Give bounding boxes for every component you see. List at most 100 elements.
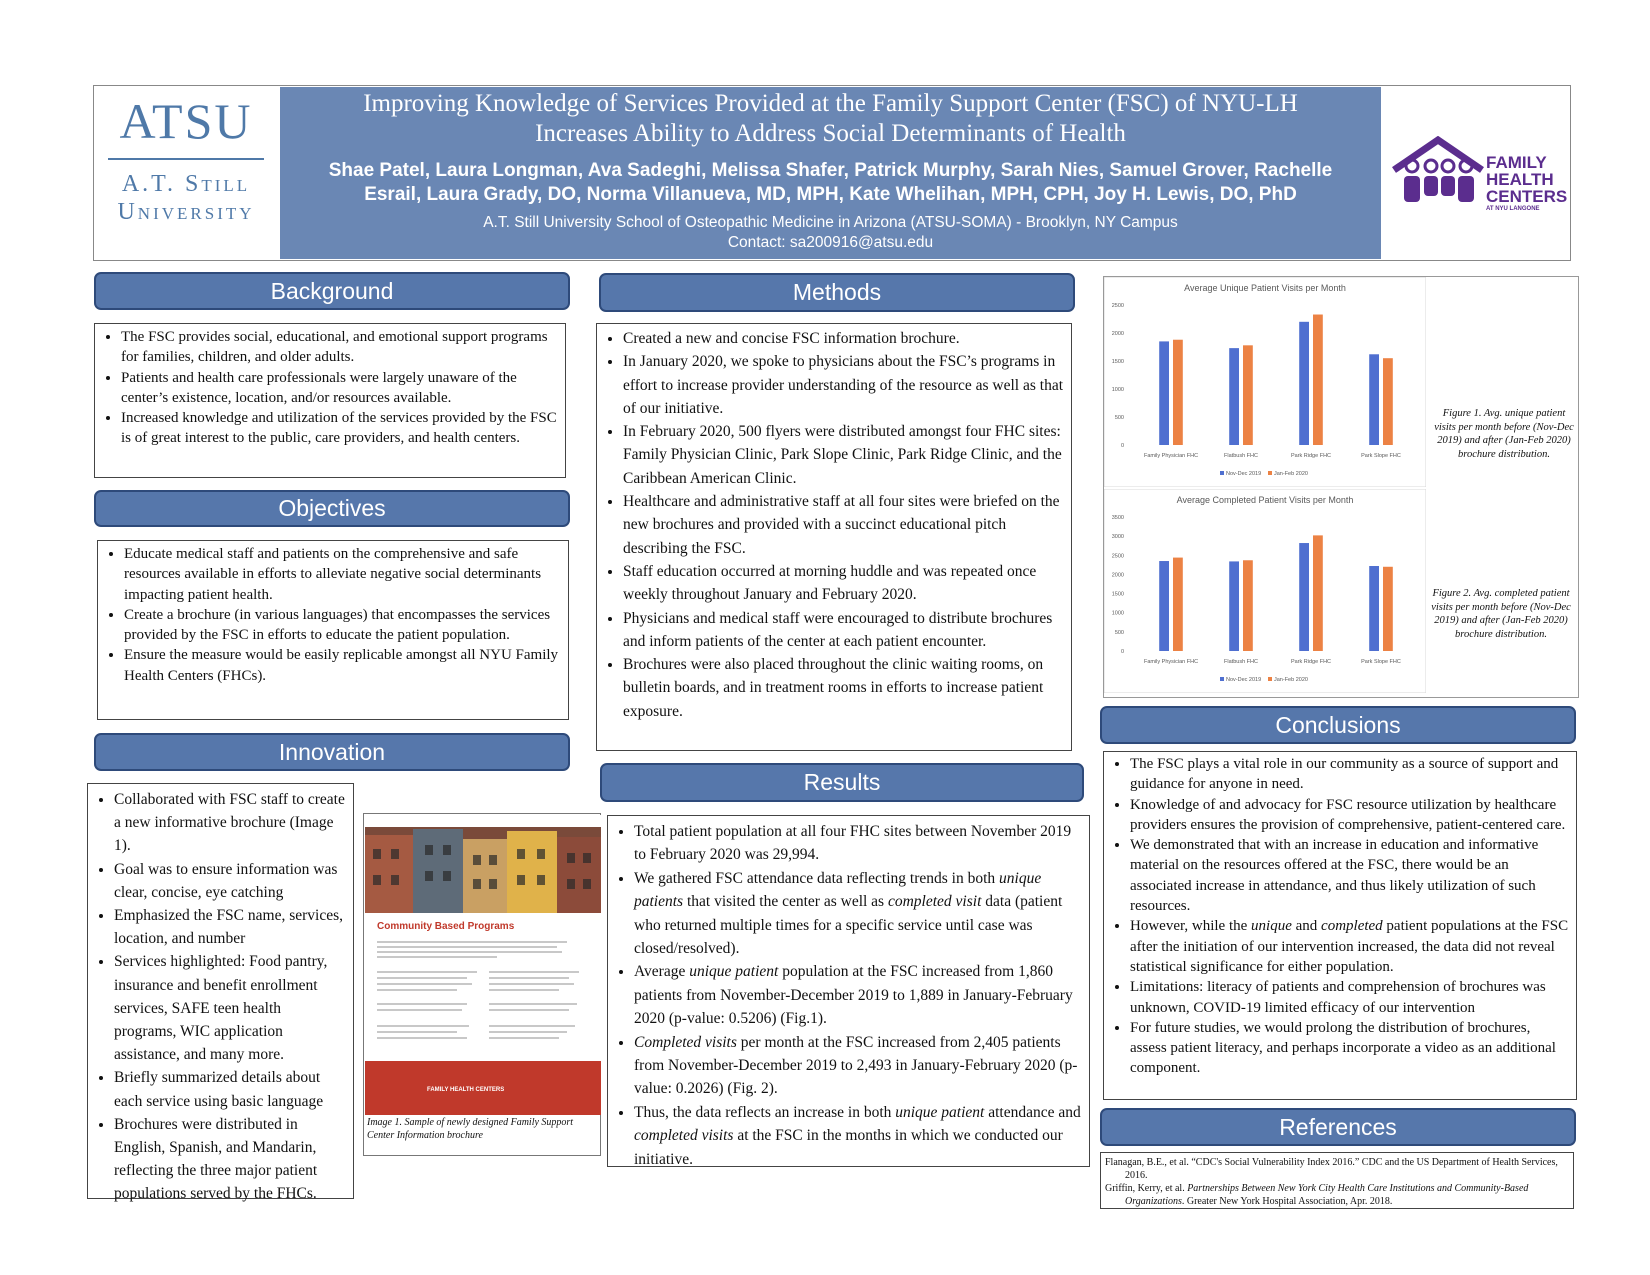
list-item: Healthcare and administrative staff at a… — [623, 490, 1065, 560]
text-run: Patients and health care professionals w… — [121, 369, 517, 406]
text-run: In February 2020, 500 flyers were distri… — [623, 423, 1062, 487]
affiliation: A.T. Still University School of Osteopat… — [483, 214, 1178, 231]
text-run: We demonstrated that with an increase in… — [1130, 837, 1539, 915]
figure-caption: Figure 1. Avg. unique patient visits per… — [1434, 408, 1574, 460]
legend-label: Jan-Feb 2020 — [1274, 677, 1308, 683]
bar — [1173, 339, 1183, 445]
list: The FSC plays a vital role in our commun… — [1104, 754, 1576, 1079]
legend-label: Nov-Dec 2019 — [1226, 471, 1261, 477]
bar — [1369, 354, 1379, 445]
y-tick-label: 2500 — [1112, 553, 1124, 559]
text-run: population at the FSC increased from 1,8… — [634, 963, 1073, 1028]
emphasis: completed visits — [634, 1127, 734, 1145]
list: Total patient population at all four FHC… — [608, 820, 1089, 1171]
atsu-logo: ATSU A.T. Still University — [96, 92, 276, 252]
x-tick-label: Flatbush FHC — [1224, 659, 1258, 665]
text-run: attendance and — [984, 1103, 1081, 1121]
bar — [1383, 566, 1393, 651]
list-item: In February 2020, 500 flyers were distri… — [623, 420, 1065, 490]
atsu-name: A.T. Still — [121, 171, 251, 197]
authors: Shae Patel, Laura Longman, Ava Sadeghi, … — [328, 160, 1333, 181]
list-item: Ensure the measure would be easily repli… — [124, 645, 562, 686]
emphasis: unique — [1251, 918, 1292, 935]
chart-title: Average Completed Patient Visits per Mon… — [1177, 495, 1354, 505]
text-run: For future studies, we would prolong the… — [1130, 1019, 1556, 1077]
list-item: In January 2020, we spoke to physicians … — [623, 350, 1065, 420]
list-item: Collaborated with FSC staff to create a … — [114, 788, 347, 858]
list-item: Completed visits per month at the FSC in… — [634, 1031, 1083, 1101]
buildings — [365, 827, 601, 913]
text-run: at the FSC in the months in which we con… — [634, 1127, 1063, 1168]
list-item: Created a new and concise FSC informatio… — [623, 327, 1065, 350]
list-item: Educate medical staff and patients on th… — [124, 544, 562, 605]
text-run: Educate medical staff and patients on th… — [124, 546, 542, 603]
brochure-footer — [365, 1061, 601, 1115]
text-run: The FSC plays a vital role in our commun… — [1130, 756, 1559, 793]
logo-rule — [108, 158, 264, 160]
x-tick-label: Flatbush FHC — [1224, 453, 1258, 459]
figure-caption: Figure 2. Avg. completed patient visits … — [1431, 588, 1571, 640]
bar — [1313, 314, 1323, 445]
fhc-icon — [1392, 136, 1484, 202]
title-band: Improving Knowledge of Services Provided… — [280, 87, 1381, 259]
legend-label: Jan-Feb 2020 — [1274, 471, 1308, 477]
list-item: We demonstrated that with an increase in… — [1130, 835, 1570, 916]
list-item: Services highlighted: Food pantry, insur… — [114, 950, 347, 1066]
list-item: However, while the unique and completed … — [1130, 916, 1570, 977]
title: Increases Ability to Address Social Dete… — [535, 120, 1126, 147]
text-run: Briefly summarized details about each se… — [114, 1069, 324, 1110]
list-item: The FSC provides social, educational, an… — [121, 327, 559, 368]
bar — [1369, 566, 1379, 651]
text-run: In January 2020, we spoke to physicians … — [623, 353, 1064, 417]
text-run: Thus, the data reflects an increase in b… — [634, 1103, 896, 1121]
y-tick-label: 3500 — [1112, 515, 1124, 521]
legend-swatch — [1268, 471, 1272, 475]
list-item: Griffin, Kerry, et al. Partnerships Betw… — [1105, 1182, 1569, 1208]
atsu-name: University — [117, 199, 255, 225]
text-run: Ensure the measure would be easily repli… — [124, 647, 559, 684]
text-run: However, while the — [1130, 918, 1252, 935]
text-run: Emphasized the FSC name, services, locat… — [114, 907, 344, 948]
x-tick-label: Park Slope FHC — [1361, 453, 1401, 459]
fhc-logo: FAMILY HEALTH CENTERS AT NYU LANGONE — [1388, 136, 1568, 216]
results-box: Total patient population at all four FHC… — [607, 815, 1090, 1168]
bar — [1313, 535, 1323, 651]
image-frame: Community Based Programs FAMILY HEALTH C… — [363, 813, 601, 1156]
text-run: Average — [634, 963, 690, 981]
brochure-logo: FAMILY HEALTH CENTERS — [427, 1087, 504, 1093]
bar — [1243, 345, 1253, 445]
list-item: Brochures were distributed in English, S… — [114, 1113, 347, 1206]
emphasis: completed visit — [887, 893, 982, 911]
list-item: Flanagan, B.E., et al. “CDC's Social Vul… — [1105, 1156, 1569, 1182]
figures — [1404, 158, 1474, 202]
text-run: Staff education occurred at morning hudd… — [623, 562, 1037, 604]
y-tick-label: 1500 — [1112, 359, 1124, 365]
text-run: patient populations at the FSC after the… — [1130, 918, 1569, 975]
fhc-word: HEALTH — [1486, 170, 1554, 189]
emphasis: unique patients — [634, 869, 1042, 911]
brochure-title: Community Based Programs — [377, 921, 515, 932]
y-tick-label: 2000 — [1112, 572, 1124, 578]
section-heading: Methods — [599, 273, 1075, 312]
list: Collaborated with FSC staff to create a … — [88, 788, 353, 1206]
methods-box: Created a new and concise FSC informatio… — [596, 323, 1072, 751]
text-run: that visited the center as well as — [683, 893, 888, 911]
list-item: Patients and health care professionals w… — [121, 368, 559, 409]
list-item: Knowledge of and advocacy for FSC resour… — [1130, 795, 1570, 836]
list-item: The FSC plays a vital role in our commun… — [1130, 754, 1570, 795]
list-item: Create a brochure (in various languages)… — [124, 605, 562, 646]
text-run: Brochures were distributed in English, S… — [114, 1115, 318, 1203]
references-box: Flanagan, B.E., et al. “CDC's Social Vul… — [1100, 1152, 1574, 1209]
list-item: Limitations: literacy of patients and co… — [1130, 977, 1570, 1018]
x-tick-label: Family Physician FHC — [1144, 453, 1198, 459]
x-tick-label: Family Physician FHC — [1144, 659, 1198, 665]
text-run: Created a new and concise FSC informatio… — [623, 330, 960, 347]
text-run: Griffin, Kerry, et al. — [1105, 1183, 1188, 1194]
y-tick-label: 3000 — [1112, 534, 1124, 540]
list-item: Increased knowledge and utilization of t… — [121, 408, 559, 449]
x-tick-label: Park Ridge FHC — [1291, 659, 1331, 665]
list: Flanagan, B.E., et al. “CDC's Social Vul… — [1101, 1156, 1573, 1208]
text-run: Flanagan, B.E., et al. “CDC's Social Vul… — [1105, 1157, 1558, 1181]
bar — [1159, 561, 1169, 651]
